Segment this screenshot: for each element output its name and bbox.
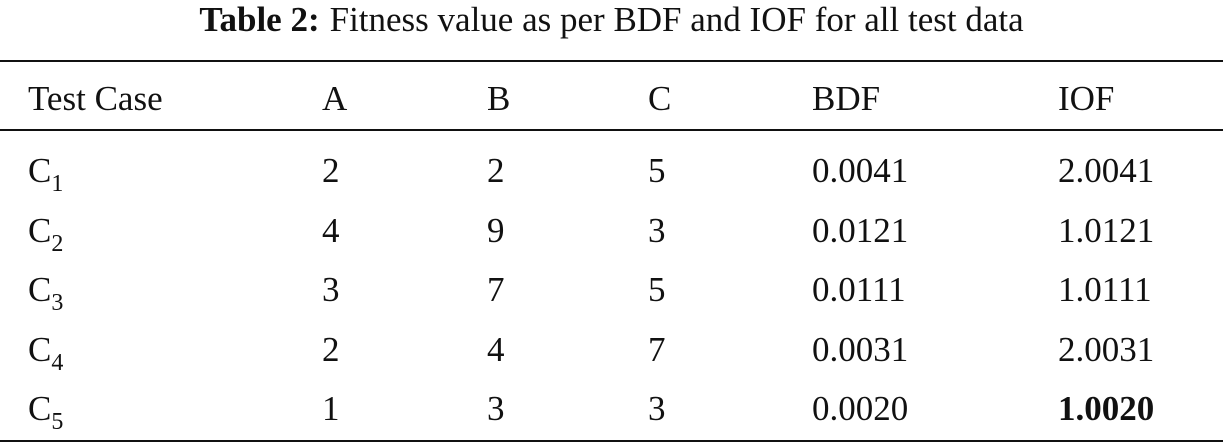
caption-text: Fitness value as per BDF and IOF for all… <box>329 0 1024 39</box>
case-subscript: 3 <box>51 290 64 316</box>
data-cell: 5 <box>648 270 666 309</box>
bottom-rule <box>0 440 1223 442</box>
data-cell: 2 <box>322 151 340 190</box>
test-case: C4 <box>28 329 63 375</box>
data-cell: 0.0111 <box>812 270 906 309</box>
case-subscript: 4 <box>51 349 64 376</box>
data-cell: 5 <box>648 151 666 190</box>
case-subscript: 2 <box>51 230 64 257</box>
data-cell: 4 <box>487 329 505 369</box>
case-base: C <box>28 210 52 250</box>
caption: Table 2: Fitness value as per BDF and IOF… <box>0 2 1223 37</box>
data-cell: 0.0041 <box>812 151 909 190</box>
case-subscript: 1 <box>51 171 64 197</box>
data-cell: 4 <box>322 210 340 250</box>
case-base: C <box>28 389 52 428</box>
data-cell: 3 <box>648 389 666 428</box>
data-cell: 2.0031 <box>1058 329 1155 369</box>
data-cell: 1.0121 <box>1058 210 1155 250</box>
data-cell: 2 <box>322 329 340 369</box>
data-cell: 2 <box>487 151 505 190</box>
header-cell: IOF <box>1058 79 1115 118</box>
data-cell: 1.0111 <box>1058 270 1152 309</box>
data-cell: 9 <box>487 210 505 250</box>
data-cell: 1.0020 <box>1058 389 1155 428</box>
header-cell: BDF <box>812 79 881 118</box>
data-cell: 3 <box>648 210 666 250</box>
header-cell: A <box>322 79 348 118</box>
data-cell: 3 <box>487 389 505 428</box>
test-case: C2 <box>28 210 63 256</box>
case-base: C <box>28 151 52 190</box>
data-cell: 3 <box>322 270 340 309</box>
data-cell: 0.0020 <box>812 389 909 428</box>
header-cell: B <box>487 79 511 118</box>
test-case: C3 <box>28 270 63 315</box>
data-cell: 1 <box>322 389 340 428</box>
header-cell: C <box>648 79 672 118</box>
data-cell: 0.0031 <box>812 329 909 369</box>
case-base: C <box>28 270 52 309</box>
case-subscript: 5 <box>51 409 64 435</box>
mid-rule <box>0 129 1223 131</box>
header-cell: Test Case <box>28 79 163 118</box>
data-cell: 7 <box>648 329 666 369</box>
test-case: C5 <box>28 389 63 434</box>
case-base: C <box>28 329 52 369</box>
caption-label: Table 2: <box>199 0 320 39</box>
top-rule <box>0 60 1223 62</box>
data-cell: 7 <box>487 270 505 309</box>
data-cell: 2.0041 <box>1058 151 1155 190</box>
test-case: C1 <box>28 151 63 196</box>
data-cell: 0.0121 <box>812 210 909 250</box>
